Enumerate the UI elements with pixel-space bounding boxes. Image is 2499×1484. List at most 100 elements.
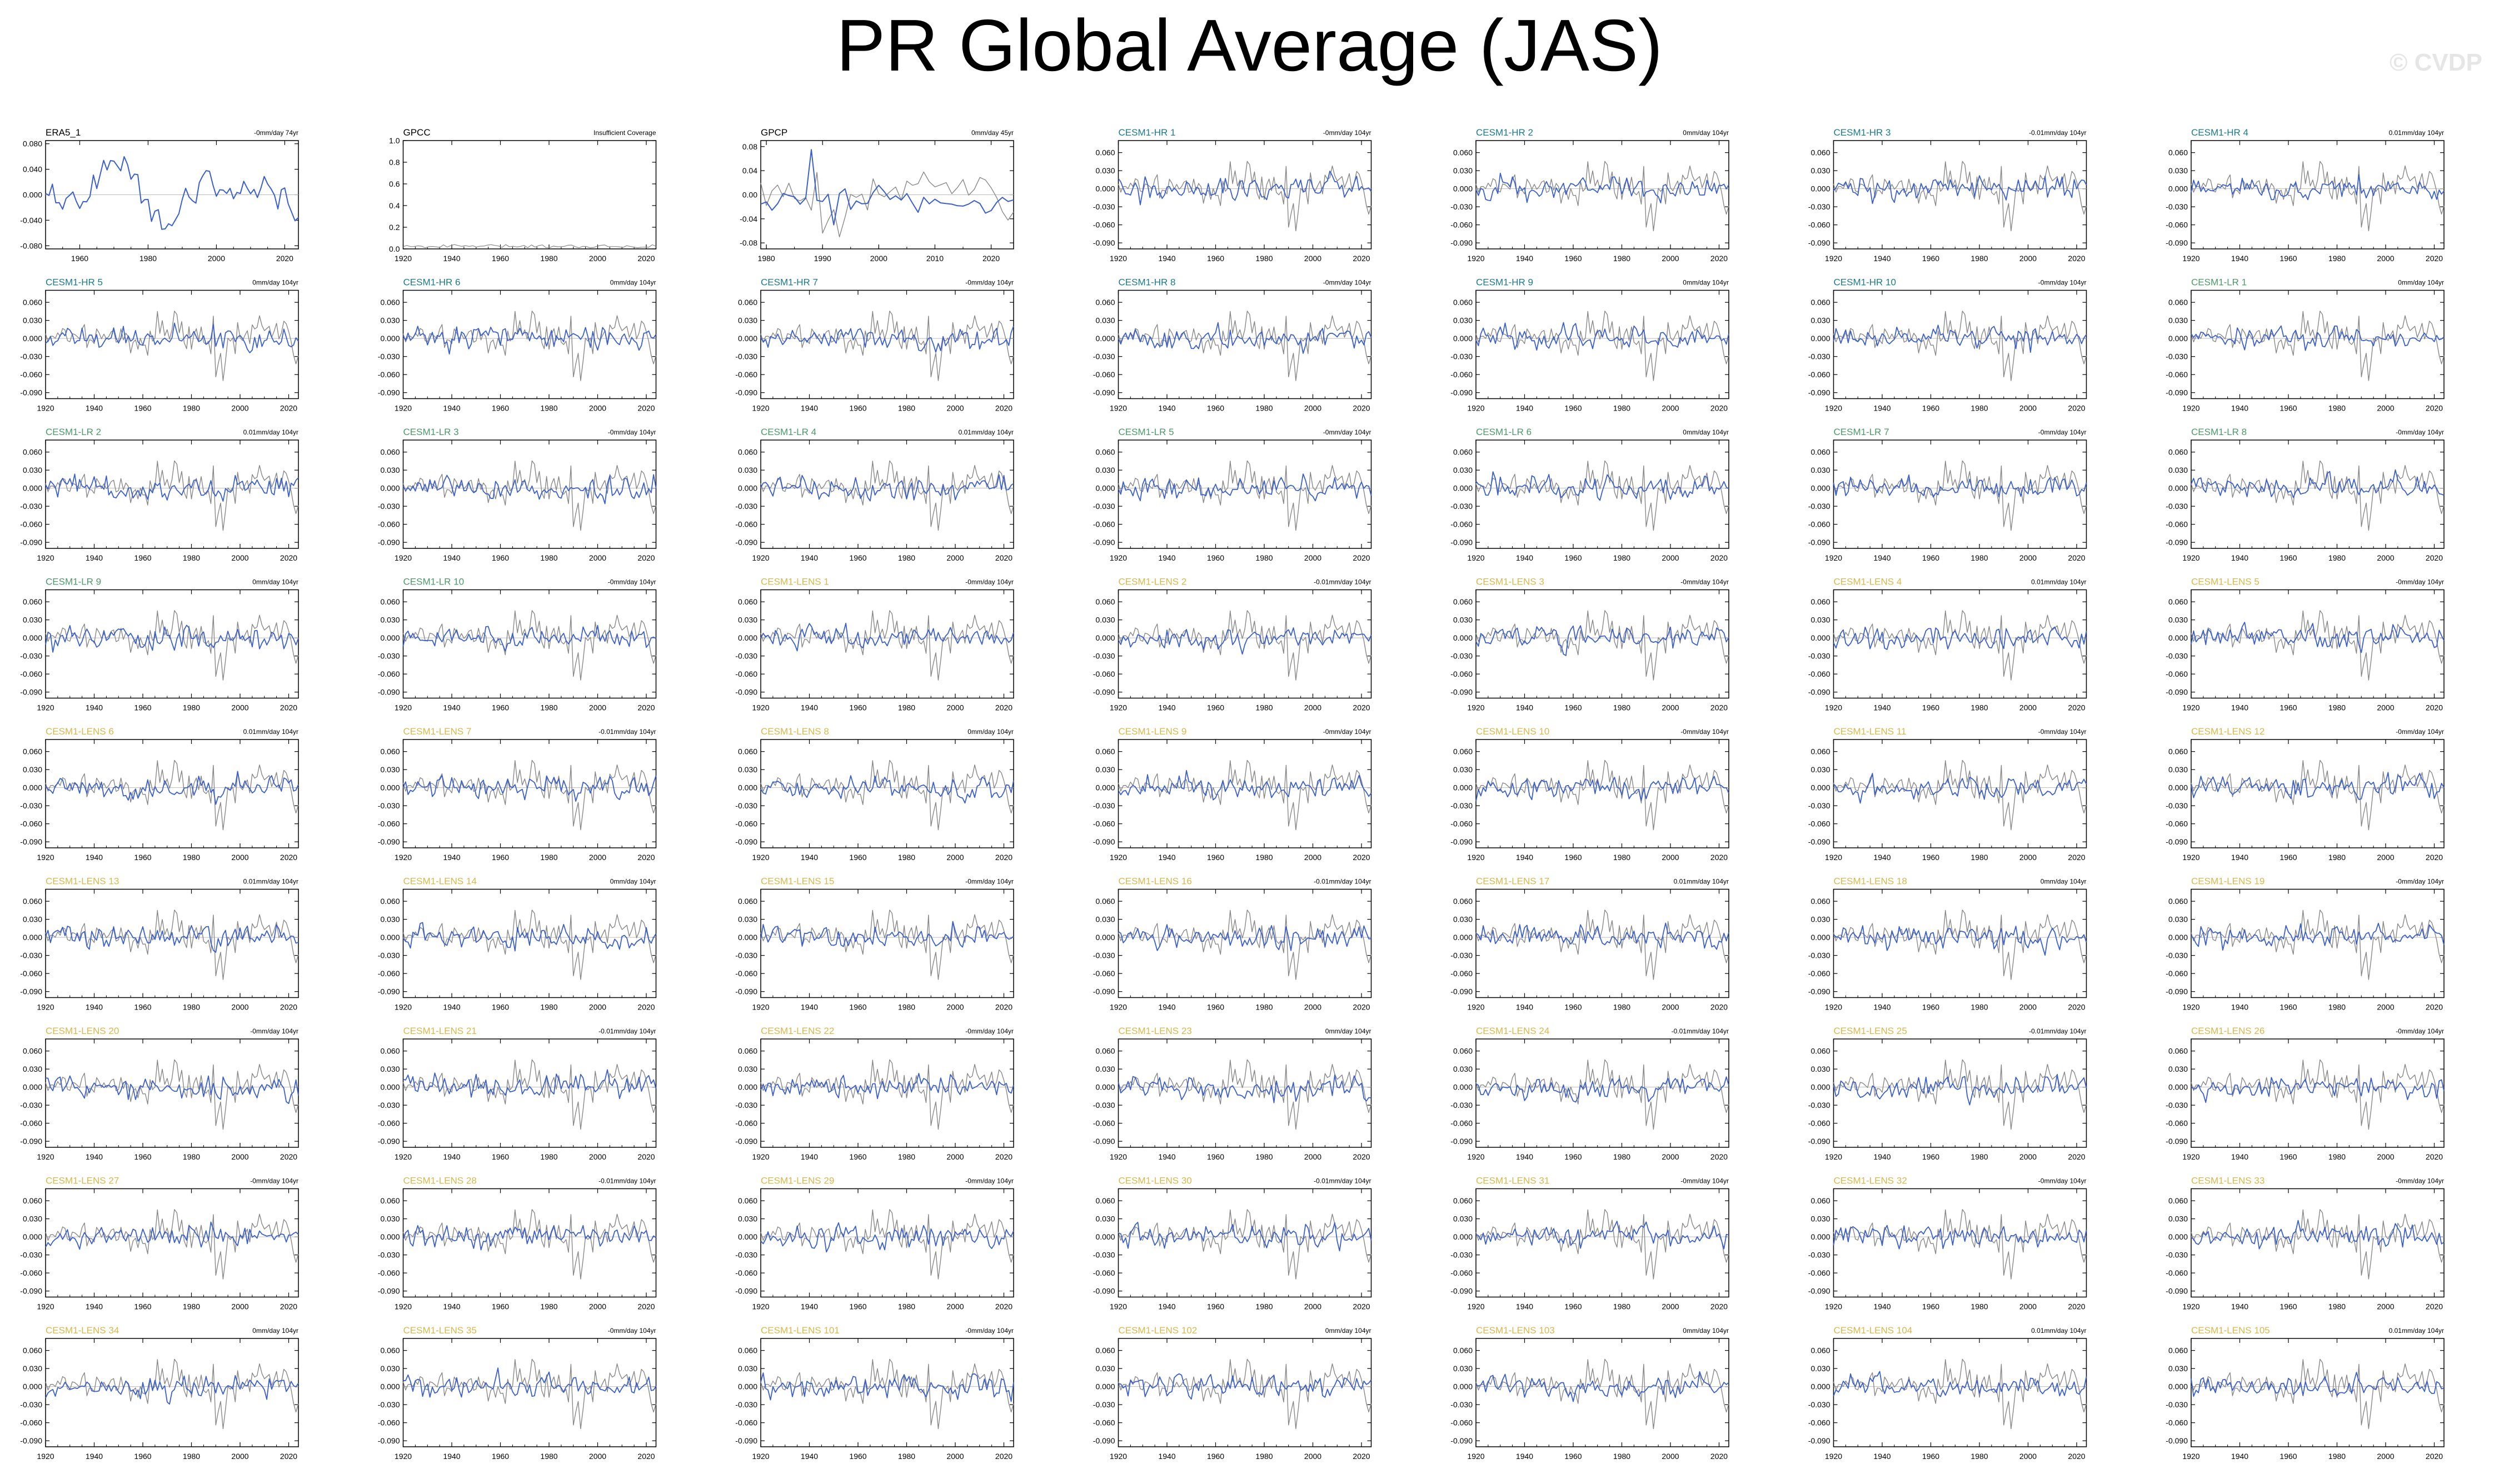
y-tick-label: -0.090: [2166, 1436, 2188, 1445]
x-tick-label: 2000: [1662, 404, 1679, 413]
x-tick-label: 1940: [1873, 254, 1891, 263]
y-tick-label: -0.090: [735, 837, 757, 846]
x-tick-label: 1940: [1516, 853, 1533, 862]
y-tick-label: -0.030: [1093, 951, 1115, 960]
reference-series-line: [402, 311, 657, 381]
panel-trend: Insufficient Coverage: [593, 129, 656, 137]
y-tick-label: -0.060: [378, 1268, 400, 1277]
x-tick-label: 2000: [2377, 1152, 2394, 1161]
panel-trend: -0mm/day 104yr: [965, 578, 1014, 586]
y-tick-label: -0.060: [1450, 1119, 1473, 1128]
x-tick-label: 1940: [1158, 254, 1175, 263]
panel-title: CESM1-LENS 17: [1476, 876, 1549, 887]
x-tick-label: 1960: [134, 703, 151, 712]
y-tick-label: 0.4: [389, 201, 400, 210]
y-tick-label: 0.060: [738, 1196, 757, 1205]
y-tick-label: 0.000: [1095, 1382, 1115, 1391]
x-tick-label: 2020: [2426, 853, 2443, 862]
y-tick-label: 0.000: [23, 334, 42, 343]
y-tick-label: 0.000: [1095, 783, 1115, 792]
y-tick-label: 0.030: [23, 1364, 42, 1373]
y-tick-label: 0.060: [1810, 298, 1830, 307]
model-series-line: [45, 322, 299, 353]
reference-series-line: [1833, 311, 2087, 381]
x-tick-label: 1940: [443, 703, 460, 712]
x-tick-label: 1920: [1825, 853, 1842, 862]
y-tick-label: 0.060: [23, 897, 42, 906]
x-tick-label: 1960: [1564, 1003, 1582, 1012]
y-tick-label: 0.060: [2168, 1047, 2188, 1056]
y-tick-label: -0.090: [735, 987, 757, 996]
x-tick-label: 2000: [946, 404, 964, 413]
x-tick-label: 2020: [1710, 1003, 1728, 1012]
y-tick-label: -0.030: [1450, 652, 1473, 661]
x-tick-label: 1940: [86, 853, 103, 862]
x-tick-label: 1920: [1467, 553, 1484, 562]
x-tick-label: 2000: [2377, 1452, 2394, 1461]
panel-title: CESM1-HR 4: [2191, 127, 2248, 138]
x-tick-label: 1960: [2279, 703, 2297, 712]
x-tick-label: 1920: [1825, 254, 1842, 263]
y-tick-label: -0.090: [1808, 688, 1830, 697]
y-tick-label: 0.060: [380, 1346, 400, 1355]
x-tick-label: 2020: [1353, 703, 1370, 712]
x-tick-label: 1960: [71, 254, 88, 263]
y-tick-label: 0.000: [1453, 933, 1473, 942]
plot-frame: [1475, 888, 1729, 998]
plot-frame: [1475, 739, 1729, 848]
x-tick-label: 1960: [134, 404, 151, 413]
model-series-line: [2191, 469, 2445, 498]
y-tick-label: 0.030: [380, 1065, 400, 1073]
y-tick-label: -0.060: [1450, 520, 1473, 529]
panel-title: CESM1-LR 5: [1119, 427, 1174, 437]
model-series-line: [2191, 325, 2445, 351]
panel-trend: -0mm/day 104yr: [250, 1027, 298, 1035]
model-series-line: [45, 473, 299, 502]
y-tick-label: 0.030: [23, 616, 42, 624]
x-tick-label: 1940: [1158, 1003, 1175, 1012]
y-tick-label: -0.090: [1450, 1137, 1473, 1146]
y-tick-label: -0.090: [20, 987, 42, 996]
model-series-line: [45, 1221, 299, 1250]
y-tick-label: 0.000: [2168, 783, 2188, 792]
x-tick-label: 1980: [1613, 1302, 1630, 1311]
x-tick-label: 2000: [231, 553, 248, 562]
model-series-line: [1118, 171, 1372, 206]
y-tick-label: 0.000: [738, 1382, 757, 1391]
x-tick-label: 1960: [1922, 1152, 1939, 1161]
y-tick-label: -0.090: [735, 1436, 757, 1445]
y-tick-label: -0.060: [378, 370, 400, 379]
y-tick-label: 0.030: [1453, 1065, 1473, 1073]
x-tick-label: 2020: [2068, 1152, 2085, 1161]
x-tick-label: 1980: [1613, 703, 1630, 712]
plot-frame: [1475, 1338, 1729, 1447]
x-tick-label: 2020: [995, 703, 1012, 712]
x-tick-label: 1960: [1207, 1302, 1224, 1311]
panel-title: CESM1-LENS 104: [1834, 1325, 1913, 1336]
y-tick-label: -0.030: [20, 801, 42, 810]
reference-series-line: [2191, 910, 2445, 980]
x-tick-label: 1960: [492, 254, 509, 263]
y-tick-label: 0.060: [2168, 148, 2188, 157]
x-tick-label: 1960: [1207, 254, 1224, 263]
x-tick-label: 1920: [395, 853, 412, 862]
x-tick-label: 2020: [2426, 1302, 2443, 1311]
reference-series-line: [1833, 760, 2087, 831]
y-tick-label: 0.030: [1810, 1215, 1830, 1223]
y-tick-label: 0.000: [1453, 633, 1473, 642]
y-tick-label: -0.030: [1450, 502, 1473, 511]
x-tick-label: 2020: [1353, 853, 1370, 862]
y-tick-label: -0.04: [740, 214, 757, 223]
panel-trend: -0.01mm/day 104yr: [2029, 129, 2086, 137]
x-tick-label: 1960: [849, 1302, 866, 1311]
x-tick-label: 1920: [1110, 703, 1127, 712]
y-tick-label: -0.090: [2166, 837, 2188, 846]
model-series-line: [1118, 770, 1372, 801]
y-tick-label: 0.000: [380, 783, 400, 792]
reference-series-line: [1833, 1059, 2087, 1130]
y-tick-label: 0.060: [380, 747, 400, 756]
x-tick-label: 1920: [37, 553, 54, 562]
y-tick-label: 0.030: [23, 915, 42, 924]
x-tick-label: 1960: [492, 853, 509, 862]
y-tick-label: -0.090: [20, 688, 42, 697]
